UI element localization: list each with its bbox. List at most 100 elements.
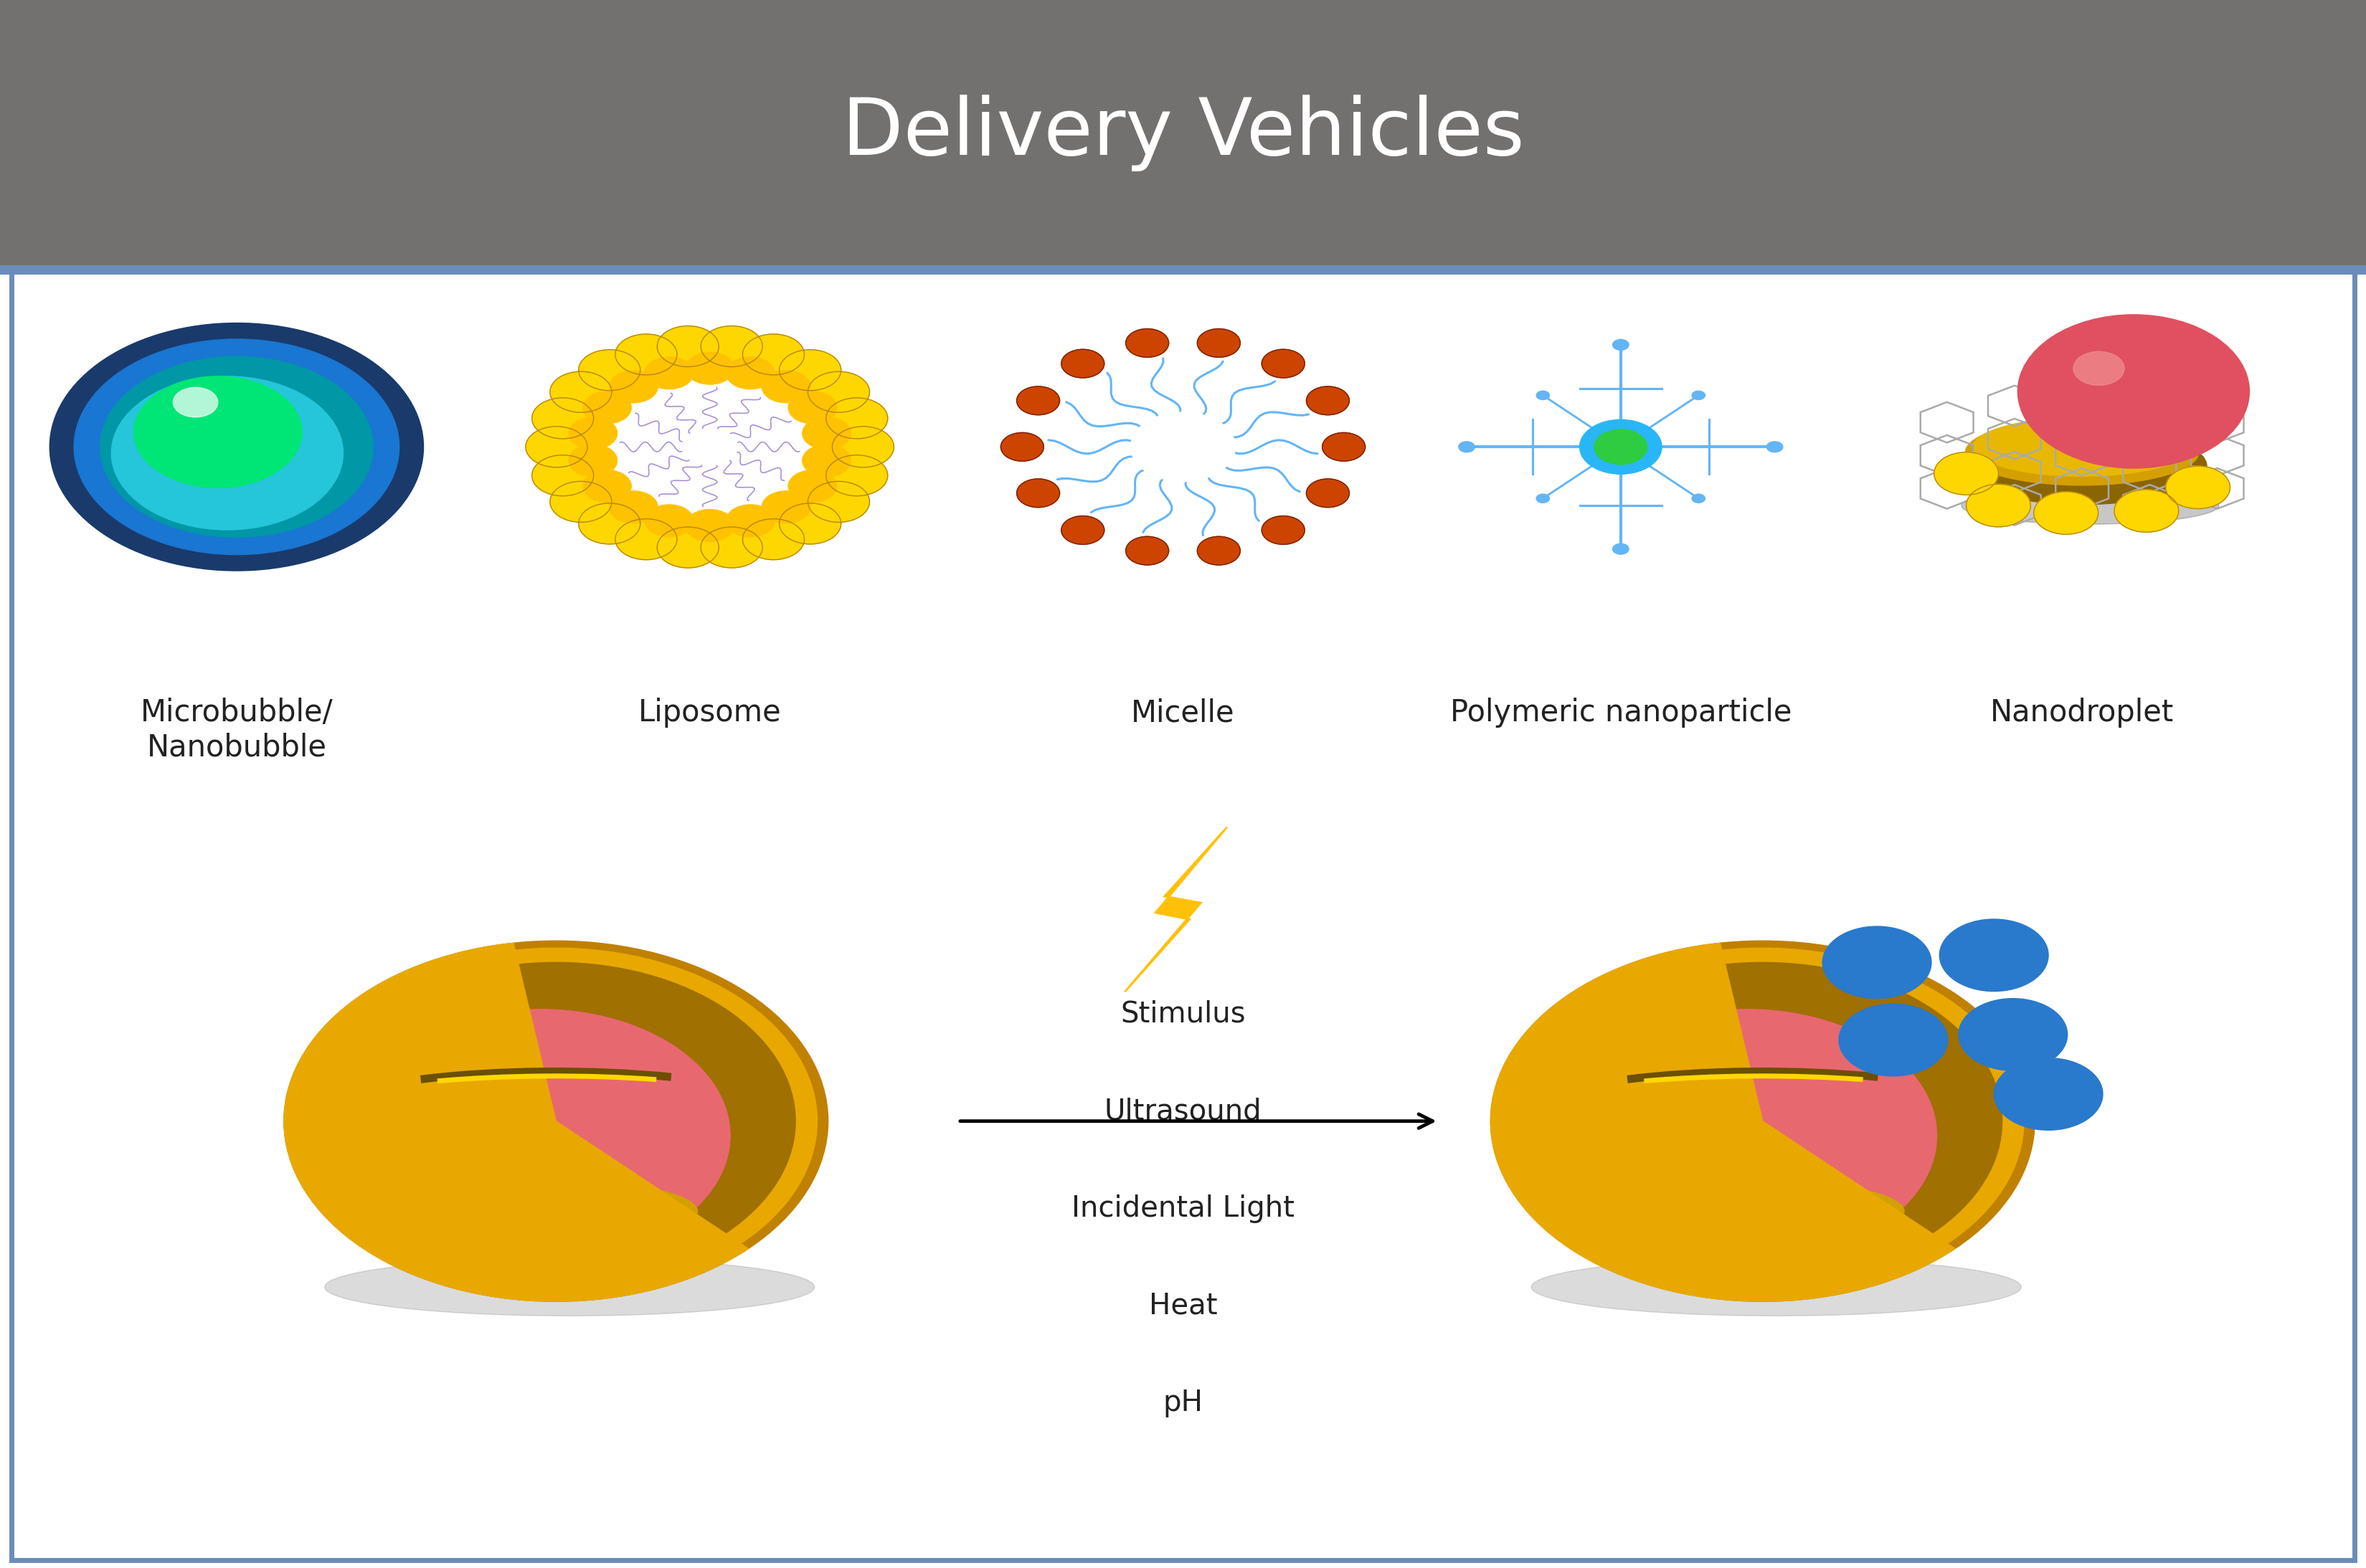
Circle shape bbox=[1580, 420, 1661, 474]
Bar bbox=[0, 265, 2366, 274]
Circle shape bbox=[1457, 442, 1474, 452]
Text: Stimulus: Stimulus bbox=[1121, 1000, 1245, 1029]
Circle shape bbox=[317, 963, 795, 1279]
Circle shape bbox=[296, 949, 816, 1294]
Circle shape bbox=[802, 444, 852, 477]
Circle shape bbox=[549, 372, 613, 412]
Circle shape bbox=[568, 444, 618, 477]
Circle shape bbox=[568, 417, 618, 450]
Circle shape bbox=[1692, 494, 1706, 503]
Circle shape bbox=[350, 1010, 731, 1262]
Circle shape bbox=[73, 339, 400, 555]
Circle shape bbox=[2165, 466, 2231, 508]
Circle shape bbox=[1017, 386, 1060, 416]
Circle shape bbox=[778, 350, 840, 390]
Circle shape bbox=[658, 326, 719, 367]
Circle shape bbox=[1995, 1058, 2103, 1131]
Circle shape bbox=[686, 353, 733, 384]
Circle shape bbox=[1524, 963, 2002, 1279]
Circle shape bbox=[580, 503, 641, 544]
Circle shape bbox=[686, 510, 733, 541]
Circle shape bbox=[726, 505, 774, 536]
Circle shape bbox=[1197, 329, 1240, 358]
Circle shape bbox=[1017, 478, 1060, 508]
Circle shape bbox=[833, 426, 894, 467]
Text: Incidental Light: Incidental Light bbox=[1072, 1195, 1294, 1223]
Text: Polymeric nanoparticle: Polymeric nanoparticle bbox=[1450, 698, 1791, 728]
Polygon shape bbox=[1491, 942, 1954, 1301]
Circle shape bbox=[1126, 329, 1169, 358]
Circle shape bbox=[826, 455, 887, 495]
Circle shape bbox=[646, 358, 693, 389]
Circle shape bbox=[1933, 452, 1999, 495]
Circle shape bbox=[1197, 536, 1240, 564]
Ellipse shape bbox=[1961, 486, 2219, 524]
Circle shape bbox=[1261, 350, 1304, 378]
Circle shape bbox=[532, 398, 594, 439]
Circle shape bbox=[99, 356, 374, 538]
Circle shape bbox=[646, 505, 693, 536]
Circle shape bbox=[1614, 339, 1628, 350]
Circle shape bbox=[762, 370, 812, 403]
Circle shape bbox=[2018, 315, 2250, 469]
Circle shape bbox=[788, 470, 838, 502]
Circle shape bbox=[615, 334, 677, 375]
Polygon shape bbox=[1124, 828, 1228, 993]
Circle shape bbox=[1692, 390, 1706, 400]
Ellipse shape bbox=[1973, 417, 2191, 477]
Circle shape bbox=[1001, 433, 1043, 461]
Circle shape bbox=[1306, 478, 1349, 508]
Ellipse shape bbox=[1957, 428, 2207, 505]
Ellipse shape bbox=[324, 1258, 814, 1316]
Text: Ultrasound: Ultrasound bbox=[1105, 1098, 1261, 1126]
Circle shape bbox=[582, 470, 632, 502]
Circle shape bbox=[532, 455, 594, 495]
Text: Delivery Vehicles: Delivery Vehicles bbox=[842, 96, 1524, 171]
Circle shape bbox=[1502, 949, 2023, 1294]
Text: pH: pH bbox=[1164, 1389, 1202, 1417]
Circle shape bbox=[802, 417, 852, 450]
Circle shape bbox=[1323, 433, 1365, 461]
Circle shape bbox=[1959, 999, 2068, 1071]
Circle shape bbox=[1536, 390, 1550, 400]
Circle shape bbox=[1131, 412, 1235, 481]
Circle shape bbox=[1062, 516, 1105, 544]
Circle shape bbox=[135, 376, 303, 488]
Circle shape bbox=[1126, 536, 1169, 564]
Circle shape bbox=[608, 370, 658, 403]
Circle shape bbox=[1767, 442, 1784, 452]
Circle shape bbox=[726, 358, 774, 389]
Circle shape bbox=[1261, 516, 1304, 544]
Ellipse shape bbox=[1966, 419, 2198, 485]
Ellipse shape bbox=[1604, 1179, 1905, 1243]
Text: Micelle: Micelle bbox=[1131, 698, 1235, 728]
Circle shape bbox=[580, 350, 641, 390]
Circle shape bbox=[788, 392, 838, 423]
Circle shape bbox=[1966, 485, 2030, 527]
Circle shape bbox=[1062, 350, 1105, 378]
Ellipse shape bbox=[1531, 1258, 2021, 1316]
Circle shape bbox=[658, 527, 719, 568]
Circle shape bbox=[2073, 351, 2125, 386]
Circle shape bbox=[582, 392, 632, 423]
Circle shape bbox=[2035, 492, 2099, 535]
Circle shape bbox=[807, 481, 871, 522]
Circle shape bbox=[525, 426, 587, 467]
Circle shape bbox=[111, 376, 343, 530]
Circle shape bbox=[1822, 927, 1931, 999]
Circle shape bbox=[549, 481, 613, 522]
Circle shape bbox=[1838, 1004, 1947, 1076]
Text: Liposome: Liposome bbox=[639, 698, 781, 728]
Circle shape bbox=[1595, 430, 1647, 464]
Circle shape bbox=[1491, 941, 2035, 1301]
Text: Heat: Heat bbox=[1150, 1292, 1216, 1320]
Circle shape bbox=[826, 398, 887, 439]
Circle shape bbox=[608, 491, 658, 524]
Text: Microbubble/
Nanobubble: Microbubble/ Nanobubble bbox=[140, 698, 334, 762]
Circle shape bbox=[615, 519, 677, 560]
Circle shape bbox=[743, 334, 804, 375]
Text: Nanodroplet: Nanodroplet bbox=[1990, 698, 2174, 728]
Circle shape bbox=[1306, 386, 1349, 416]
Circle shape bbox=[1940, 919, 2049, 991]
Circle shape bbox=[1536, 494, 1550, 503]
